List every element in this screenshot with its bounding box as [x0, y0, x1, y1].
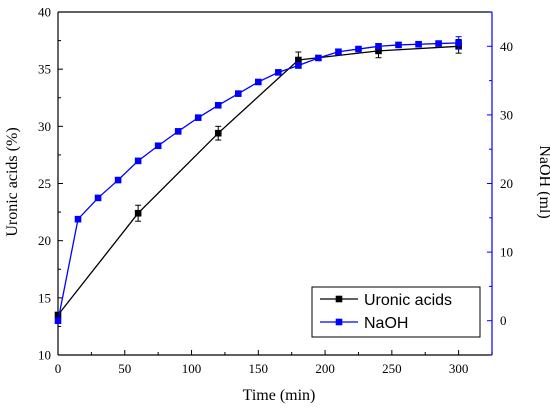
y2-tick-label: 40 [500, 39, 513, 54]
y-tick-label: 20 [38, 233, 51, 248]
data-point [214, 101, 222, 109]
data-point [435, 40, 442, 47]
data-point [154, 142, 162, 150]
data-point [295, 62, 302, 69]
data-point [295, 56, 302, 64]
x-tick-label: 50 [118, 361, 131, 376]
data-point [375, 47, 382, 55]
data-point [74, 215, 82, 223]
y-tick-label: 15 [38, 290, 51, 305]
series-line [57, 45, 459, 316]
data-point [134, 209, 142, 217]
x-tick-label: 300 [449, 361, 469, 376]
legend-label: Uronic acids [364, 292, 452, 309]
y-axis-title: Uronic acids (%) [4, 127, 21, 236]
y2-tick-label: 20 [500, 176, 513, 191]
data-point [214, 129, 222, 137]
x-tick-label: 100 [182, 361, 202, 376]
data-point [315, 54, 322, 62]
legend-marker [335, 318, 343, 326]
x-tick-label: 200 [315, 361, 335, 376]
data-point [275, 69, 282, 76]
plot-layer: 0 50 100 150 200 250 300 10 15 20 25 30 35 40 0 10 20 30 4… [38, 5, 513, 377]
data-point [375, 43, 382, 50]
data-point [134, 157, 142, 165]
x-tick-label: 250 [382, 361, 402, 376]
data-point [335, 48, 342, 56]
data-point [194, 114, 202, 121]
data-point [54, 311, 62, 319]
data-point [415, 40, 422, 48]
y-tick-label: 40 [38, 5, 51, 20]
y2-tick-label: 30 [500, 107, 513, 122]
x-tick-label: 150 [249, 361, 269, 376]
y-tick-label: 10 [38, 348, 51, 363]
x-axis-title: Time (min) [243, 387, 316, 404]
data-point [174, 128, 182, 135]
data-point [234, 90, 242, 97]
legend-label: NaOH [364, 315, 408, 332]
legend-box [311, 286, 481, 338]
x-tick-label: 0 [55, 361, 62, 376]
y2-tick-label: 0 [500, 313, 507, 328]
y2-tick-label: 10 [500, 245, 513, 260]
y-tick-label: 30 [38, 119, 51, 134]
y-tick-label: 25 [38, 176, 51, 191]
data-point [355, 45, 362, 53]
data-point [395, 41, 402, 49]
data-point [255, 78, 262, 86]
data-point [455, 39, 462, 47]
y2-axis-title: NaOH (ml) [536, 145, 550, 218]
y-tick-label: 35 [38, 62, 51, 77]
data-point [114, 176, 122, 184]
data-point [54, 317, 62, 324]
data-point [94, 194, 102, 202]
legend-marker [335, 295, 343, 303]
